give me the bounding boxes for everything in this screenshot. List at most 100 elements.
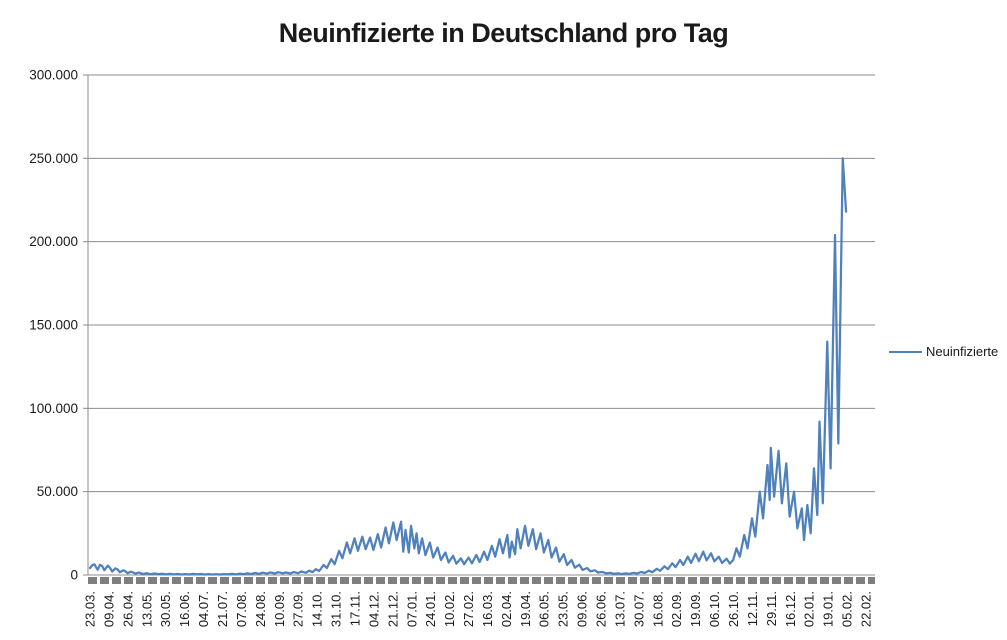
x-axis-tick-label: 27.09.	[291, 591, 306, 627]
y-axis-tick-label: 250.000	[29, 151, 78, 166]
x-axis-tick-band-dash	[436, 577, 445, 584]
x-axis-tick-label: 19.09.	[688, 591, 703, 627]
x-axis-tick-band-dash	[772, 577, 781, 584]
x-axis-tick-label: 22.02.	[859, 591, 874, 627]
x-axis-tick-band-dash	[868, 577, 875, 584]
x-axis-tick-band-dash	[292, 577, 301, 584]
x-axis-tick-label: 13.07.	[612, 591, 627, 627]
x-axis-tick-band-dash	[592, 577, 601, 584]
legend[interactable]: Neuinfizierte	[889, 344, 998, 359]
x-axis-tick-band-dash	[820, 577, 829, 584]
x-axis-tick-band-dash	[172, 577, 181, 584]
legend-series-label: Neuinfizierte	[926, 344, 999, 359]
x-axis-tick-band-dash	[748, 577, 757, 584]
x-axis-tick-band-dash	[232, 577, 241, 584]
x-axis-tick-label: 07.08.	[234, 591, 249, 627]
x-axis-tick-label: 12.11.	[745, 591, 760, 626]
x-axis-tick-label: 21.07.	[215, 591, 230, 627]
x-axis-tick-band-dash	[244, 577, 253, 584]
x-axis-tick-band-dash	[448, 577, 457, 584]
x-axis-tick-label: 06.05.	[537, 591, 552, 627]
x-axis-tick-band-dash	[760, 577, 769, 584]
x-axis-tick-band-dash	[88, 577, 97, 584]
y-axis-tick-label: 0	[70, 568, 78, 583]
x-axis-tick-band-dash	[532, 577, 541, 584]
x-axis-tick-band-dash	[640, 577, 649, 584]
x-axis-tick-band-dash	[832, 577, 841, 584]
x-axis-tick-label: 13.05.	[139, 591, 154, 627]
x-axis-tick-band-dash	[412, 577, 421, 584]
x-axis-tick-band-dash	[844, 577, 853, 584]
x-axis-tick-band-dash	[280, 577, 289, 584]
x-axis-tick-label: 26.10.	[726, 591, 741, 627]
x-axis-tick-label: 16.08.	[650, 591, 665, 627]
x-axis-tick-band-dash	[712, 577, 721, 584]
x-axis-tick-band-dash	[208, 577, 217, 584]
x-axis-tick-label: 27.02.	[461, 591, 476, 627]
x-axis-tick-band-dash	[784, 577, 793, 584]
x-axis-tick-label: 24.08.	[253, 591, 268, 627]
x-axis-tick-label: 09.06.	[575, 591, 590, 627]
x-axis-tick-band-dash	[568, 577, 577, 584]
x-axis-tick-band-dash	[472, 577, 481, 584]
x-axis-tick-band-dash	[724, 577, 733, 584]
x-axis-tick-band-dash	[484, 577, 493, 584]
x-axis-tick-band-dash	[628, 577, 637, 584]
x-axis-tick-band-dash	[376, 577, 385, 584]
legend-line-marker	[889, 350, 922, 353]
x-axis-tick-band-dash	[544, 577, 553, 584]
x-axis-tick-label: 23.05.	[556, 591, 571, 627]
x-axis-tick-band-dash	[604, 577, 613, 584]
x-axis-tick-label: 07.01.	[404, 591, 419, 627]
x-axis-tick-band-dash	[556, 577, 565, 584]
y-axis-tick-label: 150.000	[29, 318, 78, 333]
x-axis-tick-band-dash	[364, 577, 373, 584]
x-axis-tick-band-dash	[700, 577, 709, 584]
x-axis-tick-band-dash	[268, 577, 277, 584]
x-axis-tick-band-dash	[856, 577, 865, 584]
x-axis-tick-label: 02.01.	[802, 591, 817, 627]
x-axis-tick-band-dash	[796, 577, 805, 584]
x-axis-tick-label: 16.03.	[480, 591, 495, 627]
x-axis-tick-label: 10.02.	[442, 591, 457, 627]
x-axis-tick-label: 31.10.	[329, 591, 344, 627]
x-axis-tick-label: 24.01.	[423, 591, 438, 627]
x-axis-tick-band-dash	[496, 577, 505, 584]
x-axis-tick-label: 04.07.	[196, 591, 211, 627]
x-axis-tick-band-dash	[220, 577, 229, 584]
x-axis-tick-band-dash	[616, 577, 625, 584]
x-axis-tick-band-dash	[400, 577, 409, 584]
x-axis-tick-band-dash	[664, 577, 673, 584]
x-axis-tick-label: 23.03.	[83, 591, 98, 627]
x-axis-tick-label: 09.04.	[101, 591, 116, 627]
series-line-neuinfizierte[interactable]	[88, 157, 848, 576]
x-axis-tick-band-dash	[124, 577, 133, 584]
y-axis-tick-label: 50.000	[37, 484, 78, 499]
x-axis-tick-band-dash	[328, 577, 337, 584]
x-axis-tick-band-dash	[340, 577, 349, 584]
y-axis-tick-label: 100.000	[29, 401, 78, 416]
x-axis-tick-band-dash	[304, 577, 313, 584]
x-axis-tick-band-dash	[136, 577, 145, 584]
x-axis-tick-label: 19.04.	[518, 591, 533, 627]
x-axis-tick-band-dash	[148, 577, 157, 584]
x-axis-tick-label: 29.11.	[764, 591, 779, 626]
x-axis-tick-label: 30.05.	[158, 591, 173, 627]
x-axis-tick-band-dash	[256, 577, 265, 584]
x-axis-tick-band-dash	[100, 577, 109, 584]
x-axis-tick-label: 16.06.	[177, 591, 192, 627]
x-axis-tick-label: 05.02.	[840, 591, 855, 627]
x-axis-tick-label: 26.06.	[594, 591, 609, 627]
x-axis-tick-band-dash	[652, 577, 661, 584]
y-axis-tick-label: 200.000	[29, 234, 78, 249]
x-axis-tick-band-dash	[196, 577, 205, 584]
chart-title: Neuinfizierte in Deutschland pro Tag	[278, 18, 729, 48]
x-axis-tick-label: 19.01.	[821, 591, 836, 627]
x-axis-tick-band-dash	[676, 577, 685, 584]
y-axis-tick-label: 300.000	[29, 68, 78, 83]
x-axis-tick-label: 26.04.	[120, 591, 135, 627]
x-axis-tick-label: 06.10.	[707, 591, 722, 627]
x-axis-tick-band-dash	[736, 577, 745, 584]
x-axis-tick-label: 02.04.	[499, 591, 514, 627]
